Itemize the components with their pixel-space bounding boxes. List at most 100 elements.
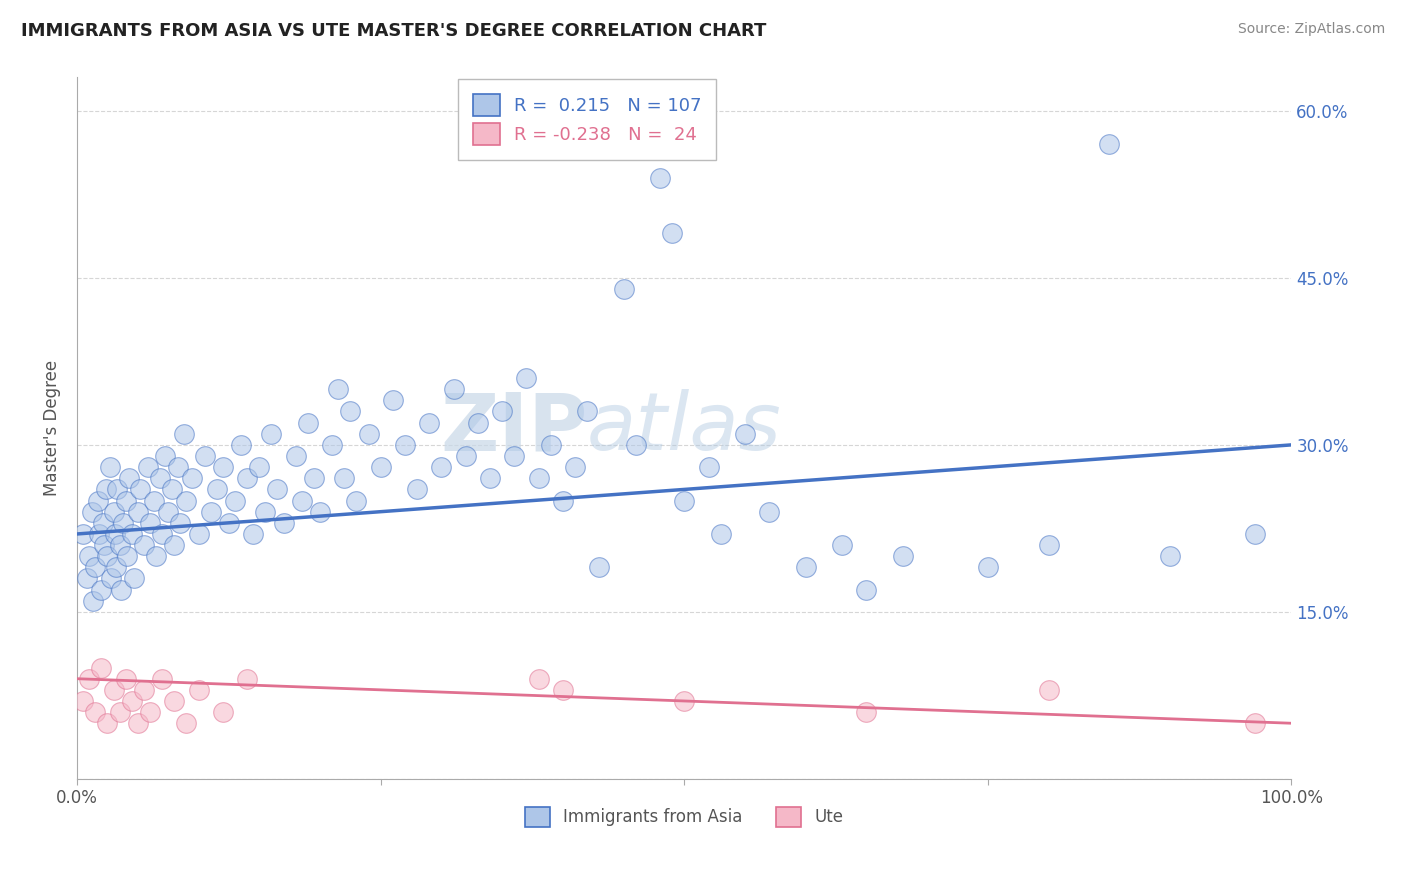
Point — [430, 460, 453, 475]
Point — [612, 282, 634, 296]
Point — [77, 549, 100, 564]
Point — [710, 527, 733, 541]
Point — [96, 549, 118, 564]
Point — [1159, 549, 1181, 564]
Point — [734, 426, 756, 441]
Point — [103, 505, 125, 519]
Point — [236, 471, 259, 485]
Point — [291, 493, 314, 508]
Point — [454, 449, 477, 463]
Text: Source: ZipAtlas.com: Source: ZipAtlas.com — [1237, 22, 1385, 37]
Point — [108, 705, 131, 719]
Point — [551, 682, 574, 697]
Point — [624, 438, 647, 452]
Point — [104, 527, 127, 541]
Point — [142, 493, 165, 508]
Point — [588, 560, 610, 574]
Point — [394, 438, 416, 452]
Point — [153, 449, 176, 463]
Point — [194, 449, 217, 463]
Point — [673, 493, 696, 508]
Point — [321, 438, 343, 452]
Point — [831, 538, 853, 552]
Text: IMMIGRANTS FROM ASIA VS UTE MASTER'S DEGREE CORRELATION CHART: IMMIGRANTS FROM ASIA VS UTE MASTER'S DEG… — [21, 22, 766, 40]
Point — [82, 594, 104, 608]
Point — [96, 716, 118, 731]
Point — [77, 672, 100, 686]
Point — [576, 404, 599, 418]
Point — [104, 560, 127, 574]
Point — [211, 460, 233, 475]
Text: ZIP: ZIP — [440, 389, 588, 467]
Text: atlas: atlas — [588, 389, 782, 467]
Point — [205, 483, 228, 497]
Point — [127, 505, 149, 519]
Point — [87, 527, 110, 541]
Point — [478, 471, 501, 485]
Point — [370, 460, 392, 475]
Point — [357, 426, 380, 441]
Point — [103, 682, 125, 697]
Point — [540, 438, 562, 452]
Point — [236, 672, 259, 686]
Point — [115, 549, 138, 564]
Point — [187, 682, 209, 697]
Point — [673, 694, 696, 708]
Point — [122, 572, 145, 586]
Point — [515, 371, 537, 385]
Point — [339, 404, 361, 418]
Point — [80, 505, 103, 519]
Point — [1038, 682, 1060, 697]
Point — [121, 694, 143, 708]
Point — [84, 560, 107, 574]
Y-axis label: Master's Degree: Master's Degree — [44, 360, 60, 496]
Point — [114, 493, 136, 508]
Point — [242, 527, 264, 541]
Point — [418, 416, 440, 430]
Point — [266, 483, 288, 497]
Point — [136, 460, 159, 475]
Point — [90, 660, 112, 674]
Point — [527, 471, 550, 485]
Point — [139, 516, 162, 530]
Point — [1038, 538, 1060, 552]
Point — [132, 538, 155, 552]
Point — [160, 483, 183, 497]
Point — [121, 527, 143, 541]
Point — [76, 572, 98, 586]
Point — [163, 538, 186, 552]
Point — [247, 460, 270, 475]
Point — [157, 505, 180, 519]
Point — [150, 672, 173, 686]
Point — [98, 460, 121, 475]
Point — [661, 227, 683, 241]
Point — [187, 527, 209, 541]
Point — [105, 483, 128, 497]
Point — [491, 404, 513, 418]
Point — [118, 471, 141, 485]
Point — [297, 416, 319, 430]
Point — [309, 505, 332, 519]
Point — [211, 705, 233, 719]
Point — [467, 416, 489, 430]
Point — [167, 460, 190, 475]
Point — [132, 682, 155, 697]
Point — [176, 493, 198, 508]
Point — [150, 527, 173, 541]
Point — [443, 382, 465, 396]
Point — [72, 694, 94, 708]
Point — [149, 471, 172, 485]
Point — [100, 572, 122, 586]
Point — [1244, 527, 1267, 541]
Point — [176, 716, 198, 731]
Point — [333, 471, 356, 485]
Point — [406, 483, 429, 497]
Point — [229, 438, 252, 452]
Point — [260, 426, 283, 441]
Point — [551, 493, 574, 508]
Point — [114, 672, 136, 686]
Point — [218, 516, 240, 530]
Point — [254, 505, 277, 519]
Legend: Immigrants from Asia, Ute: Immigrants from Asia, Ute — [519, 800, 851, 834]
Point — [181, 471, 204, 485]
